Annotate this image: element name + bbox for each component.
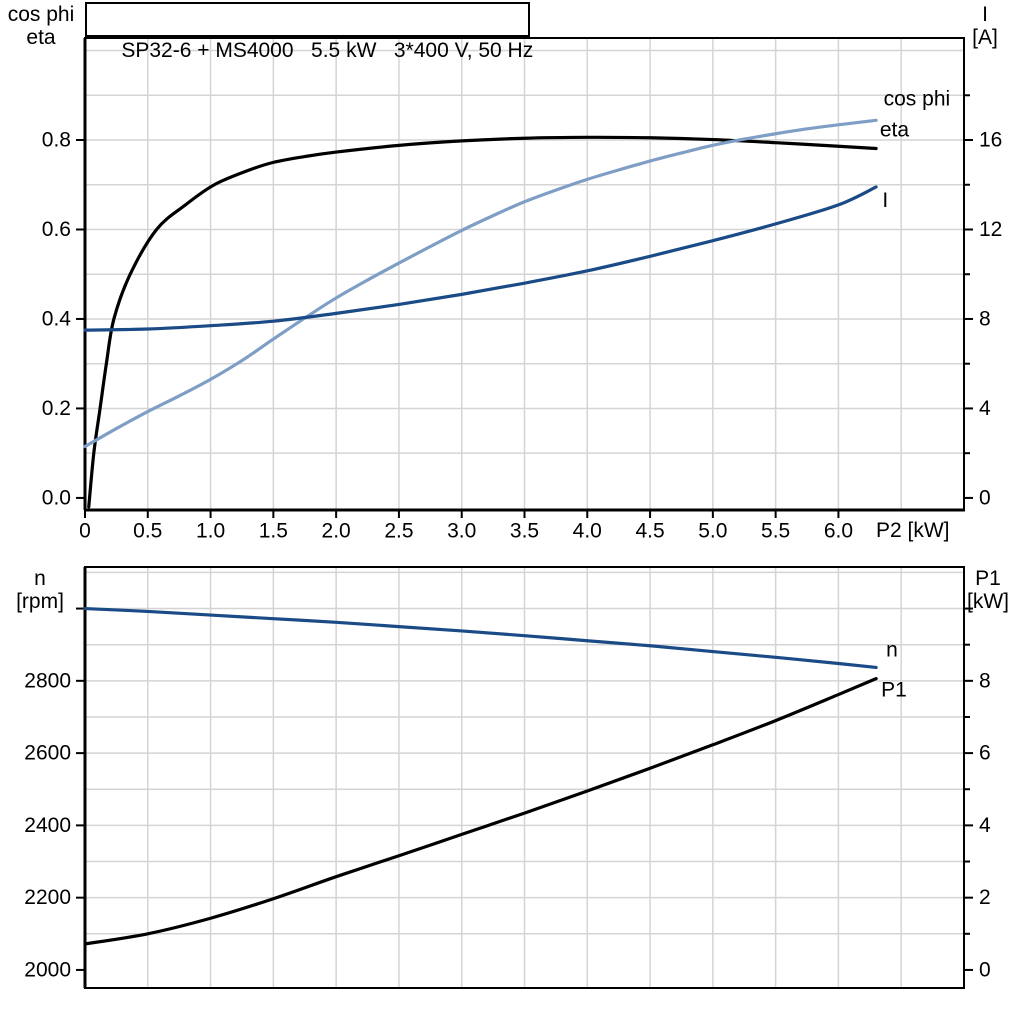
top-chart-x-tick-label: 1.5: [259, 520, 288, 543]
curve-cos-phi: [83, 118, 878, 449]
curve-label-i: I: [882, 189, 888, 212]
top-chart-left-tick-label: 0.0: [42, 486, 71, 509]
curve-eta: [87, 135, 878, 509]
bottom-chart-right-tick-label: 6: [979, 742, 991, 765]
axis-title-line: [A]: [972, 26, 998, 49]
axis-title-line: cos phi: [7, 3, 75, 26]
curve-label-n: n: [886, 638, 898, 661]
bottom-chart-left-tick-label: 2200: [24, 886, 71, 909]
curve-n: [83, 606, 878, 670]
bottom-chart-right-tick-label: 8: [979, 669, 991, 692]
axis-title-line: [rpm]: [16, 590, 64, 613]
chart-title-box: SP32-6 + MS4000 5.5 kW 3*400 V, 50 Hz: [85, 2, 533, 62]
top-chart-x-tick-label: 0.5: [133, 520, 162, 543]
top-chart-right-axis-title: I [A]: [960, 3, 1010, 49]
top-chart-right-tick-label: 16: [979, 129, 1002, 152]
bottom-chart-left-tick-label: 2800: [24, 669, 71, 692]
top-chart-x-tick-label: 2.5: [384, 520, 413, 543]
top-chart-left-tick-label: 0.2: [42, 397, 71, 420]
x-axis-title: P2 [kW]: [876, 519, 950, 542]
bottom-chart-left-tick-label: 2000: [24, 958, 71, 981]
axis-title-line: n: [34, 567, 46, 590]
axis-title-line: eta: [26, 26, 56, 49]
top-chart-x-tick-label: 1.0: [196, 520, 225, 543]
top-chart-x-tick-label: 5.5: [761, 520, 790, 543]
curve-label-cos-phi: cos phi: [884, 87, 951, 110]
top-chart-x-tick-label: 6.0: [824, 520, 853, 543]
top-chart-x-tick-label: 2.0: [322, 520, 351, 543]
top-chart-right-tick-label: 12: [979, 218, 1002, 241]
top-chart-x-tick-label: 4.5: [635, 520, 664, 543]
top-chart-right-tick-label: 0: [979, 486, 991, 509]
curve-p1: [83, 677, 878, 946]
top-chart-left-tick-label: 0.6: [42, 218, 71, 241]
bottom-chart-right-axis-title: P1 [kW]: [958, 567, 1018, 613]
top-chart-x-tick-label: 5.0: [698, 520, 727, 543]
top-chart-left-axis-title: cos phi eta: [2, 3, 80, 49]
axis-title-line: I: [982, 3, 988, 26]
curve-i: [83, 185, 878, 332]
bottom-chart-left-axis-title: n [rpm]: [0, 567, 80, 613]
top-chart-x-tick-label: 3.0: [447, 520, 476, 543]
axis-title-line: [kW]: [967, 590, 1009, 613]
bottom-chart-left-tick-label: 2600: [24, 742, 71, 765]
bottom-chart-right-tick-label: 2: [979, 886, 991, 909]
curve-label-eta: eta: [880, 119, 910, 142]
top-chart-left-tick-label: 0.4: [42, 307, 72, 330]
top-chart-left-tick-label: 0.8: [42, 129, 71, 152]
bottom-chart-left-tick-label: 2400: [24, 814, 71, 837]
top-chart-right-tick-label: 8: [979, 307, 991, 330]
top-chart-x-tick-label: 3.5: [510, 520, 539, 543]
axis-title-line: P1: [975, 567, 1001, 590]
top-chart-x-tick-label: 4.0: [573, 520, 602, 543]
top-chart-x-tick-label: 0: [79, 520, 91, 543]
curve-label-p1: P1: [881, 678, 907, 701]
top-chart-right-tick-label: 4: [979, 397, 991, 420]
bottom-chart-right-tick-label: 4: [979, 814, 991, 837]
bottom-chart-right-tick-label: 0: [979, 958, 991, 981]
chart-title: SP32-6 + MS4000 5.5 kW 3*400 V, 50 Hz: [121, 39, 534, 62]
